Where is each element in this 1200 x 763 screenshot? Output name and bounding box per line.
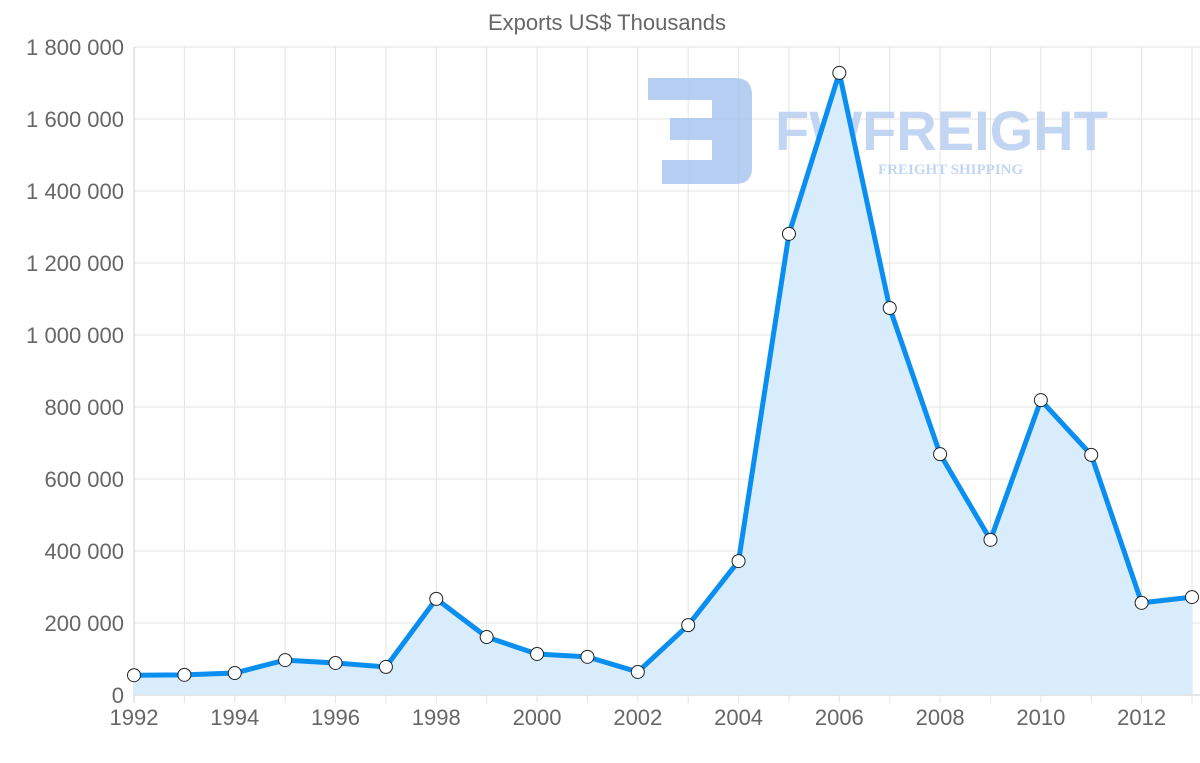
data-point — [781, 226, 796, 241]
x-tick-label: 2010 — [1016, 705, 1065, 730]
y-tick-label: 1 400 000 — [26, 179, 124, 204]
data-point — [227, 666, 242, 681]
x-tick-label: 2008 — [916, 705, 965, 730]
y-tick-label: 200 000 — [44, 611, 124, 636]
y-tick-label: 1 200 000 — [26, 251, 124, 276]
y-tick-label: 1 000 000 — [26, 323, 124, 348]
data-point — [1033, 393, 1048, 408]
y-tick-label: 1 600 000 — [26, 107, 124, 132]
data-point — [530, 646, 545, 661]
data-point — [1084, 447, 1099, 462]
data-point — [328, 655, 343, 670]
data-point — [933, 447, 948, 462]
series-line — [133, 70, 1193, 678]
data-point — [630, 664, 645, 679]
data-point — [882, 301, 897, 315]
x-tick-label: 1998 — [412, 705, 461, 730]
data-point — [479, 630, 494, 645]
data-point — [1134, 595, 1149, 610]
y-tick-label: 1 800 000 — [26, 35, 124, 60]
x-tick-label: 2006 — [815, 705, 864, 730]
data-point — [429, 591, 444, 606]
y-tick-label: 600 000 — [44, 467, 124, 492]
chart-title: Exports US$ Thousands — [488, 10, 726, 35]
x-tick-label: 1992 — [110, 705, 159, 730]
data-point — [681, 618, 696, 633]
series-area — [134, 72, 1192, 696]
y-tick-label: 800 000 — [44, 395, 124, 420]
x-tick-label: 2000 — [513, 705, 562, 730]
x-tick-label: 2004 — [714, 705, 763, 730]
svg-text:FREIGHT SHIPPING: FREIGHT SHIPPING — [878, 162, 1023, 178]
data-point — [832, 65, 847, 80]
data-point — [127, 668, 141, 683]
data-point — [177, 667, 192, 682]
data-point — [580, 649, 595, 664]
x-tick-label: 1996 — [311, 705, 360, 730]
data-point — [731, 554, 746, 569]
y-axis: 0 200 000 400 000 600 000 800 000 1 000 000 1 … — [26, 35, 124, 708]
data-points — [127, 65, 1199, 683]
x-tick-label: 2012 — [1117, 705, 1166, 730]
data-point — [983, 532, 998, 547]
data-point — [278, 653, 293, 668]
y-tick-label: 0 — [112, 683, 124, 708]
x-axis: 1992 1994 1996 1998 2000 2002 2004 2006 2008 2010… — [110, 705, 1167, 730]
watermark-logo: FWFREIGHT FREIGHT SHIPPING — [648, 78, 1108, 184]
data-point — [378, 659, 393, 674]
x-tick-label: 2002 — [613, 705, 662, 730]
data-point — [1185, 590, 1199, 605]
y-tick-label: 400 000 — [44, 539, 124, 564]
x-tick-label: 1994 — [210, 705, 259, 730]
